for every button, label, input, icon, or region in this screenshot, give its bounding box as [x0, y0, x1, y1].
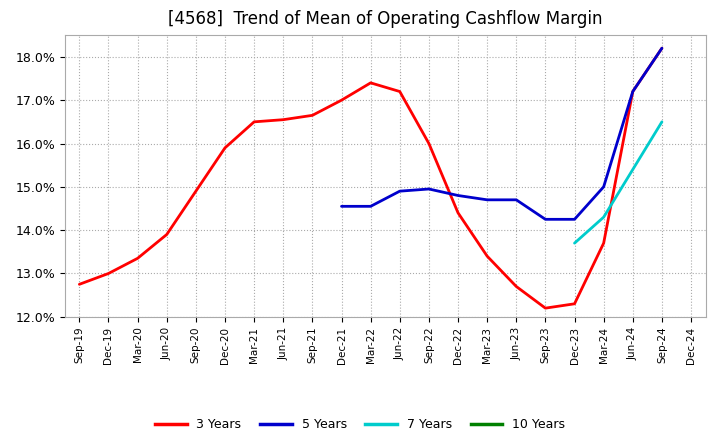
Line: 7 Years: 7 Years	[575, 122, 662, 243]
5 Years	[599, 184, 608, 190]
5 Years	[483, 197, 492, 202]
3 Years	[250, 119, 258, 125]
5 Years	[366, 204, 375, 209]
5 Years	[541, 216, 550, 222]
3 Years	[104, 271, 113, 276]
5 Years	[629, 89, 637, 94]
5 Years	[512, 197, 521, 202]
3 Years	[541, 305, 550, 311]
7 Years	[657, 119, 666, 125]
7 Years	[629, 167, 637, 172]
3 Years	[657, 46, 666, 51]
3 Years	[512, 284, 521, 289]
3 Years	[366, 80, 375, 85]
Line: 3 Years: 3 Years	[79, 48, 662, 308]
5 Years	[657, 46, 666, 51]
Title: [4568]  Trend of Mean of Operating Cashflow Margin: [4568] Trend of Mean of Operating Cashfl…	[168, 10, 603, 28]
7 Years	[570, 241, 579, 246]
7 Years	[599, 215, 608, 220]
3 Years	[570, 301, 579, 306]
3 Years	[279, 117, 287, 122]
3 Years	[192, 188, 200, 194]
3 Years	[395, 89, 404, 94]
3 Years	[483, 253, 492, 259]
3 Years	[425, 141, 433, 146]
3 Years	[220, 145, 229, 150]
3 Years	[163, 232, 171, 237]
3 Years	[308, 113, 317, 118]
3 Years	[454, 210, 462, 216]
3 Years	[337, 98, 346, 103]
Legend: 3 Years, 5 Years, 7 Years, 10 Years: 3 Years, 5 Years, 7 Years, 10 Years	[150, 413, 570, 436]
5 Years	[425, 187, 433, 192]
3 Years	[133, 256, 142, 261]
3 Years	[75, 282, 84, 287]
Line: 5 Years: 5 Years	[341, 48, 662, 219]
5 Years	[454, 193, 462, 198]
5 Years	[570, 216, 579, 222]
3 Years	[599, 241, 608, 246]
3 Years	[629, 89, 637, 94]
5 Years	[337, 204, 346, 209]
5 Years	[395, 188, 404, 194]
